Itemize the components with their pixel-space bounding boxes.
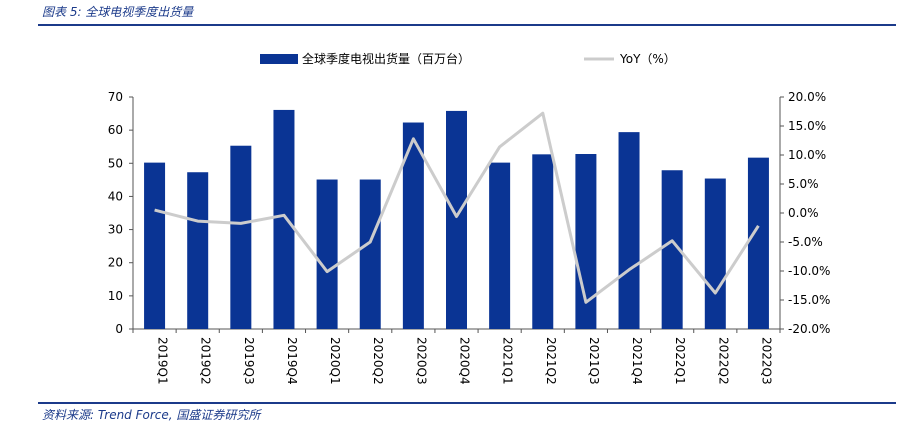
x-tick-label: 2021Q2 — [544, 337, 558, 385]
x-tick-label: 2019Q3 — [242, 337, 256, 385]
x-tick-label: 2021Q1 — [501, 337, 515, 385]
bar-2020Q4 — [446, 110, 467, 329]
bar-2022Q1 — [661, 170, 683, 329]
y-right-tick-label: -5.0% — [788, 235, 823, 249]
y-right-tick-label: -15.0% — [788, 293, 830, 307]
y-right-tick-label: 5.0% — [788, 177, 819, 191]
y-right-tick-label: 15.0% — [788, 119, 826, 133]
y-right-tick-label: -10.0% — [788, 264, 830, 278]
source-note: 资料来源: Trend Force, 国盛证券研究所 — [42, 408, 261, 422]
chart-legend: 全球季度电视出货量（百万台） YoY（%） — [260, 51, 676, 66]
y-left-tick-label: 40 — [108, 189, 123, 203]
bar-2020Q3 — [402, 122, 424, 330]
x-tick-label: 2021Q3 — [587, 337, 601, 385]
bar-2022Q2 — [704, 178, 726, 329]
bottom-rule — [38, 402, 896, 404]
y-left-tick-label: 70 — [108, 90, 123, 104]
y-left-tick-label: 60 — [108, 123, 123, 137]
x-tick-label: 2019Q4 — [285, 337, 299, 385]
y-left-tick-label: 30 — [108, 223, 123, 237]
bar-2019Q1 — [144, 162, 166, 329]
legend-line-label: YoY（%） — [619, 52, 676, 66]
x-tick-label: 2021Q4 — [630, 337, 644, 385]
yoy-line-series — [154, 111, 760, 304]
y-right-tick-label: 20.0% — [788, 90, 826, 104]
y-left-tick-label: 0 — [115, 322, 123, 336]
x-tick-label: 2022Q1 — [673, 337, 687, 385]
y-right-tick-label: -20.0% — [788, 322, 830, 336]
x-tick-label: 2020Q2 — [371, 337, 385, 385]
x-tick-label: 2022Q2 — [716, 337, 730, 385]
x-tick-label: 2020Q4 — [458, 337, 472, 385]
x-tick-label: 2020Q1 — [328, 337, 342, 385]
legend-bar-label: 全球季度电视出货量（百万台） — [302, 51, 470, 66]
y-right-tick-label: 10.0% — [788, 148, 826, 162]
bar-2020Q2 — [359, 179, 381, 329]
top-rule — [38, 24, 896, 26]
legend-bar-swatch — [260, 54, 298, 64]
bar-2021Q1 — [489, 162, 511, 329]
bar-2020Q1 — [316, 179, 338, 329]
bar-series — [144, 109, 769, 330]
y-left-tick-label: 50 — [108, 156, 123, 170]
bar-2021Q4 — [618, 132, 640, 329]
x-tick-label: 2020Q3 — [414, 337, 428, 385]
figure-title: 图表 5: 全球电视季度出货量 — [42, 5, 194, 19]
y-right-tick-label: 0.0% — [788, 206, 819, 220]
x-tick-label: 2019Q1 — [156, 337, 170, 385]
bar-2019Q2 — [187, 172, 209, 329]
x-tick-label: 2019Q2 — [199, 337, 213, 385]
y-left-tick-label: 20 — [108, 256, 123, 270]
bar-2022Q3 — [747, 157, 769, 329]
bar-2021Q2 — [532, 154, 554, 329]
x-tick-label: 2022Q3 — [759, 337, 773, 385]
y-left-tick-label: 10 — [108, 289, 123, 303]
bar-2019Q3 — [230, 145, 252, 329]
bar-2019Q4 — [273, 109, 295, 329]
